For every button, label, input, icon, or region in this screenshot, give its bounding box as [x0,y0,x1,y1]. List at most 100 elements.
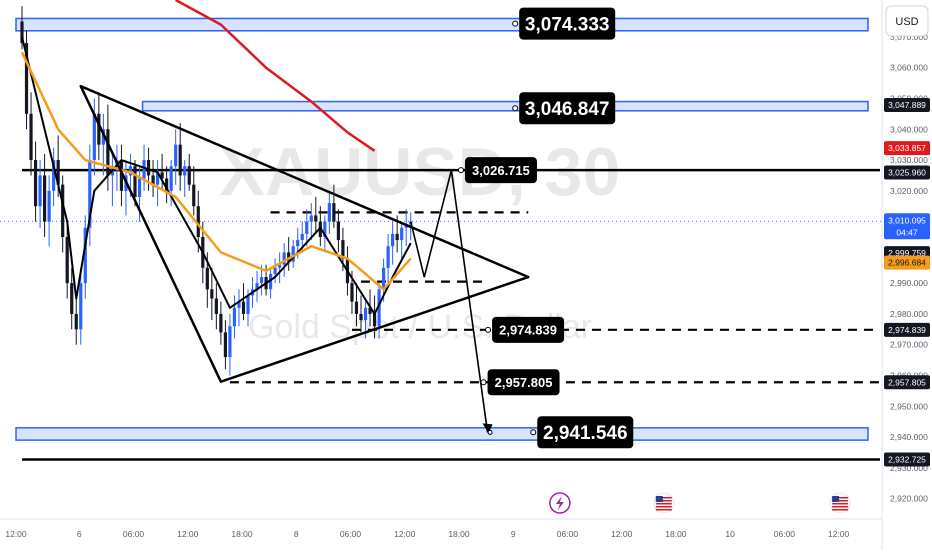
y-tick-label: 2,970.000 [890,340,928,350]
candle-body-73 [350,283,354,302]
candle-body-9 [61,184,65,237]
price-label-anchor [530,429,537,436]
us-flag-icon-canton [655,496,663,502]
y-tick-label: 2,950.000 [890,401,928,411]
candle-body-71 [341,240,345,259]
axis-badge-2: 3,025.960 [884,165,930,180]
currency-button[interactable]: USD [885,5,929,37]
candle-body-75 [359,313,363,321]
x-tick-label: 18:00 [665,529,687,539]
candle-body-38 [192,184,196,207]
x-tick-label: 06:00 [340,529,362,539]
us-flag-icon-stripe [832,509,849,511]
axis-badge-5: 2,996.684 [884,255,930,270]
price-axis[interactable]: 2,920.0002,930.0002,940.0002,950.0002,96… [881,0,932,550]
axis-badge-text: 3,025.960 [888,167,926,177]
axis-badge-text: 2,999.759 [888,248,926,258]
candle-body-1 [24,43,29,114]
candle-body-45 [223,332,227,358]
event-markers [549,492,851,514]
x-tick-label: 06:00 [774,529,796,539]
x-tick-label: 8 [294,529,299,539]
x-tick-label: 18:00 [448,529,470,539]
y-tick-label: 3,070.000 [890,32,928,42]
price-label-anchor [485,326,492,333]
axis-badge-box [884,213,930,240]
price-label-anchor [512,20,519,27]
candle-body-3 [33,160,38,207]
candle-body-67 [323,221,327,237]
candle-body-32 [165,178,169,191]
candle-body-27 [142,160,146,179]
us-flag-icon[interactable] [829,492,851,514]
axis-badge-text: 3,010.095 [888,215,926,225]
axis-badge-3: 3,010.095 04:47 [884,213,930,240]
candle-body-63 [305,221,309,234]
supply-demand-zones [15,17,869,441]
currency-label[interactable]: USD [895,16,918,28]
x-tick-label: 12:00 [611,529,633,539]
zone-2 [15,427,869,441]
candle-body-16 [92,113,96,161]
candle-body-82 [391,233,395,247]
candle-body-84 [400,227,404,241]
candle-body-11 [70,283,74,314]
candle-body-37 [187,166,191,185]
candle-body-76 [363,307,368,321]
candle-body-6 [47,190,51,222]
candle-body-80 [382,267,386,290]
triangle-pattern [79,84,530,383]
candle-body-46 [228,326,232,358]
drawings [79,84,530,435]
price-label-box [519,7,616,40]
us-flag-icon[interactable] [653,492,675,514]
candle-body-30 [156,172,160,185]
axis-badge-7: 2,957.805 [884,375,930,390]
candle-body-60 [291,246,295,262]
y-tick-label: 2,920.000 [890,494,928,504]
candle-body-53 [259,277,264,284]
moving-averages [20,0,412,315]
us-flag-icon-stripe [655,509,672,511]
candle-body-47 [232,307,237,327]
candle-body-59 [287,252,291,262]
y-tick-label: 2,990.000 [890,278,928,288]
price-label-text: 3,026.715 [472,163,530,178]
candle-body-62 [300,233,304,241]
candle-body-13 [79,283,83,330]
candle-body-26 [137,178,142,197]
us-flag-icon-stripe [655,506,672,508]
axis-badge-text: 2,996.684 [888,258,926,268]
y-tick-label: 2,980.000 [890,309,928,319]
candle-body-61 [296,240,300,247]
candle-body-81 [386,246,390,268]
candle-body-24 [128,166,133,176]
axis-badge-text: 3,033.857 [888,143,926,153]
price-label-text: 3,074.333 [525,14,610,35]
candle-body-19 [106,129,110,176]
candle-body-34 [174,144,178,167]
candle-body-2 [29,113,33,161]
lightning-icon[interactable] [549,492,571,514]
x-tick-label: 9 [511,529,516,539]
candle-body-36 [183,166,187,176]
price-label-4: 2,957.805 [480,369,560,396]
axis-badge-0: 3,047.889 [884,97,930,112]
zone-0 [15,17,869,32]
candle-body-18 [101,129,105,145]
candle-body-83 [395,233,399,241]
candle-body-50 [246,295,250,314]
us-flag-icon-stripe [655,500,672,502]
ema-slow-line [175,0,376,152]
candle-body-79 [377,289,381,327]
candle-body-65 [314,215,318,222]
price-label-text: 2,974.839 [499,323,557,338]
us-flag-icon-stripe [832,497,849,499]
candle-body-70 [336,221,340,241]
y-tick-label: 3,030.000 [890,155,928,165]
lightning-icon-bolt [555,496,564,510]
time-axis[interactable]: 12:00 6 06:00 12:00 18:00 8 06:00 12:00 18:00 9 06… [0,518,882,539]
x-tick-label: 12:00 [394,529,416,539]
